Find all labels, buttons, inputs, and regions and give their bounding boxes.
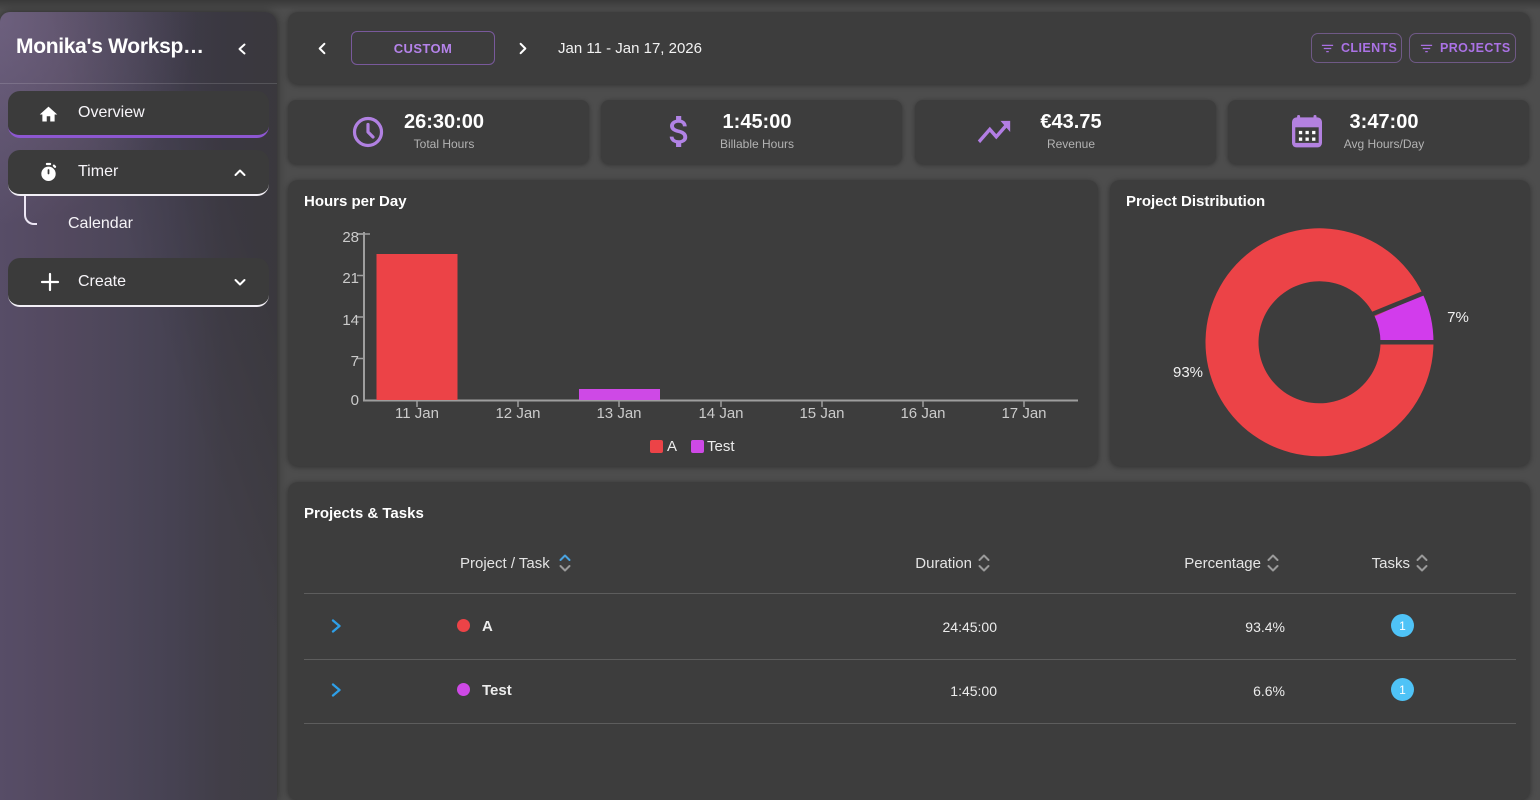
svg-text:7%: 7% (1447, 309, 1469, 326)
svg-text:93%: 93% (1173, 364, 1203, 381)
